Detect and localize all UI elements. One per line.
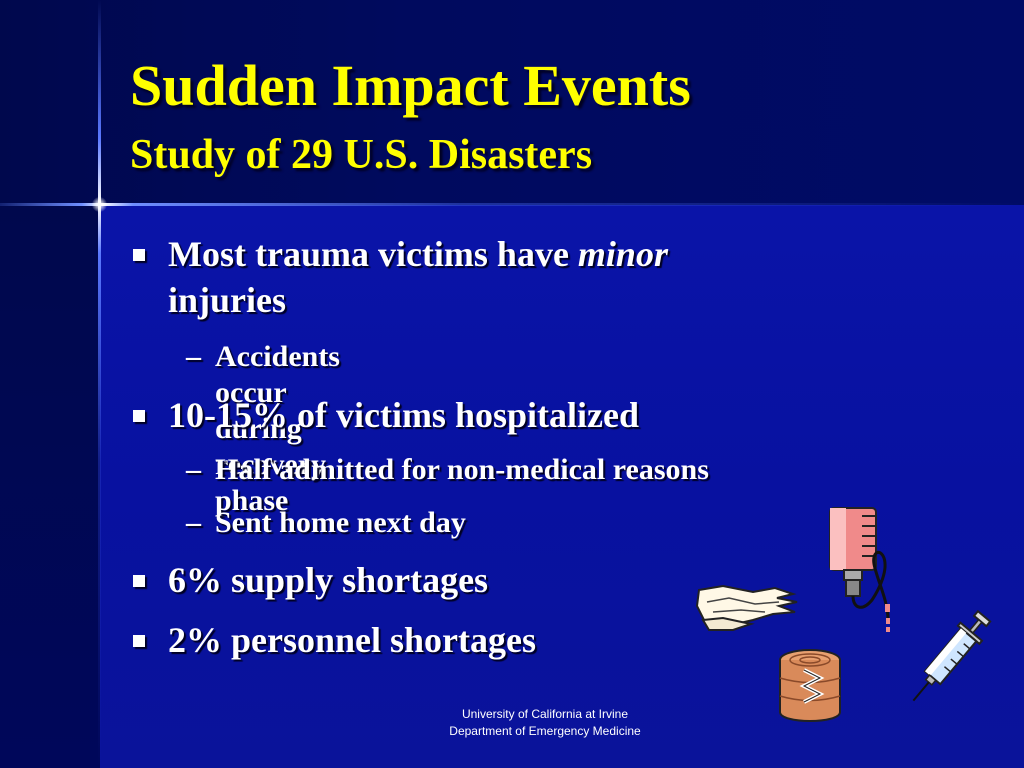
bullet-square-icon — [133, 249, 145, 261]
footer-line-department: Department of Emergency Medicine — [449, 724, 641, 738]
bullet-square-icon — [133, 575, 145, 587]
bandage-roll-icon — [779, 649, 841, 722]
slide-title: Sudden Impact Events — [130, 53, 691, 118]
bullet-item: 2% personnel shortages — [168, 620, 536, 660]
gloves-icon — [695, 584, 798, 631]
bullet-text-continued: injuries — [168, 280, 287, 320]
horizontal-accent-line — [0, 203, 1024, 206]
title-band — [0, 0, 1024, 205]
sub-bullet-item: Accidents occur during recovery phase — [215, 340, 340, 517]
bullet-item: 6% supply shortages — [168, 560, 489, 600]
bullet-text: Most trauma victims have — [168, 234, 578, 274]
sub-bullet-item: Sent home next day — [215, 506, 466, 539]
bullet-item: 10-15% of victims hospitalized — [168, 395, 639, 435]
sub-bullet-item: Half admitted for non-medical reasons — [215, 453, 709, 486]
bullet-emphasis: minor — [577, 234, 668, 274]
slide-subtitle: Study of 29 U.S. Disasters — [130, 132, 593, 178]
bullet-item: Most trauma victims have minor injuries — [168, 231, 868, 323]
sub-bullet-dash: – — [186, 453, 201, 486]
left-band — [0, 205, 100, 768]
syringe-icon — [912, 609, 992, 702]
sub-bullet-dash: – — [186, 506, 201, 539]
footer-line-institution: University of California at Irvine — [461, 707, 629, 721]
sub-bullet-dash: – — [186, 340, 201, 373]
bullet-square-icon — [133, 635, 145, 647]
vertical-accent-line — [98, 0, 101, 768]
bullet-square-icon — [133, 410, 145, 422]
iv-bag-icon — [829, 507, 890, 632]
content-panel — [100, 205, 1024, 768]
sparkle-icon — [92, 197, 107, 212]
